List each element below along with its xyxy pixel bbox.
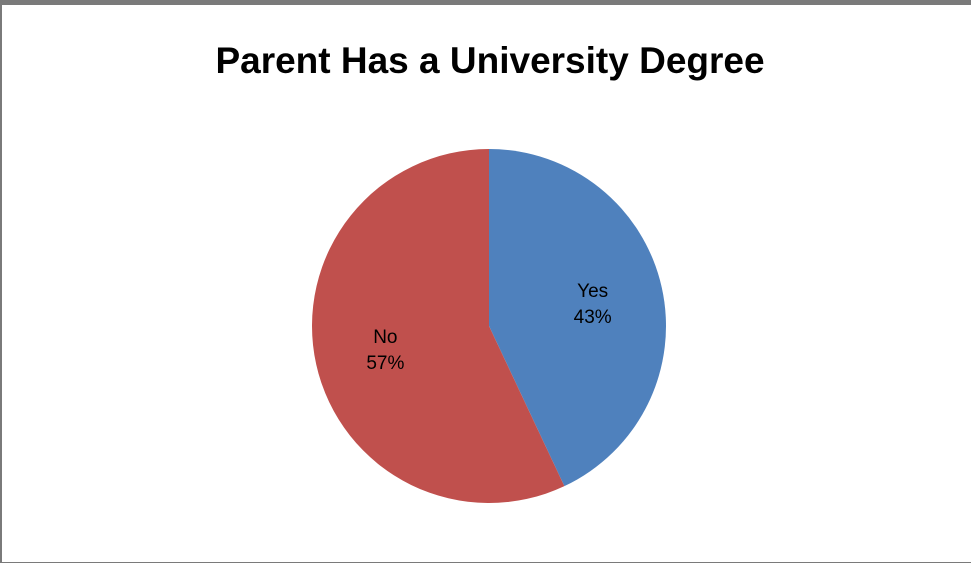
slice-labels: Yes 43% No 57%: [366, 281, 611, 374]
slice-label-no: No: [373, 327, 397, 348]
pie-slice-yes: [489, 149, 666, 487]
slice-label-yes: Yes: [577, 281, 608, 302]
pie-slice-no: [312, 149, 565, 503]
chart-title: Parent Has a University Degree: [215, 40, 764, 81]
slice-percent-yes: 43%: [574, 307, 612, 328]
slice-percent-no: 57%: [366, 353, 404, 374]
pie-slices: [312, 149, 666, 503]
pie-chart: Parent Has a University Degree Yes 43% No 5…: [215, 40, 765, 503]
